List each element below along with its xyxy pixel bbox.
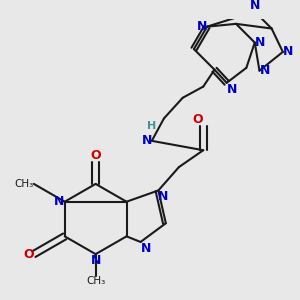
Text: N: N — [141, 242, 151, 255]
Text: O: O — [23, 248, 34, 261]
Text: CH₃: CH₃ — [86, 276, 105, 286]
Text: O: O — [193, 113, 203, 126]
Text: H: H — [147, 122, 156, 131]
Text: N: N — [197, 20, 207, 33]
Text: N: N — [250, 0, 260, 12]
Text: N: N — [283, 45, 293, 58]
Text: N: N — [227, 83, 237, 96]
Text: CH₃: CH₃ — [15, 179, 34, 189]
Text: O: O — [90, 149, 101, 162]
Text: N: N — [260, 64, 270, 77]
Text: N: N — [158, 190, 169, 203]
Text: N: N — [141, 134, 152, 147]
Text: N: N — [255, 36, 265, 49]
Text: N: N — [90, 254, 101, 267]
Text: N: N — [54, 195, 65, 208]
